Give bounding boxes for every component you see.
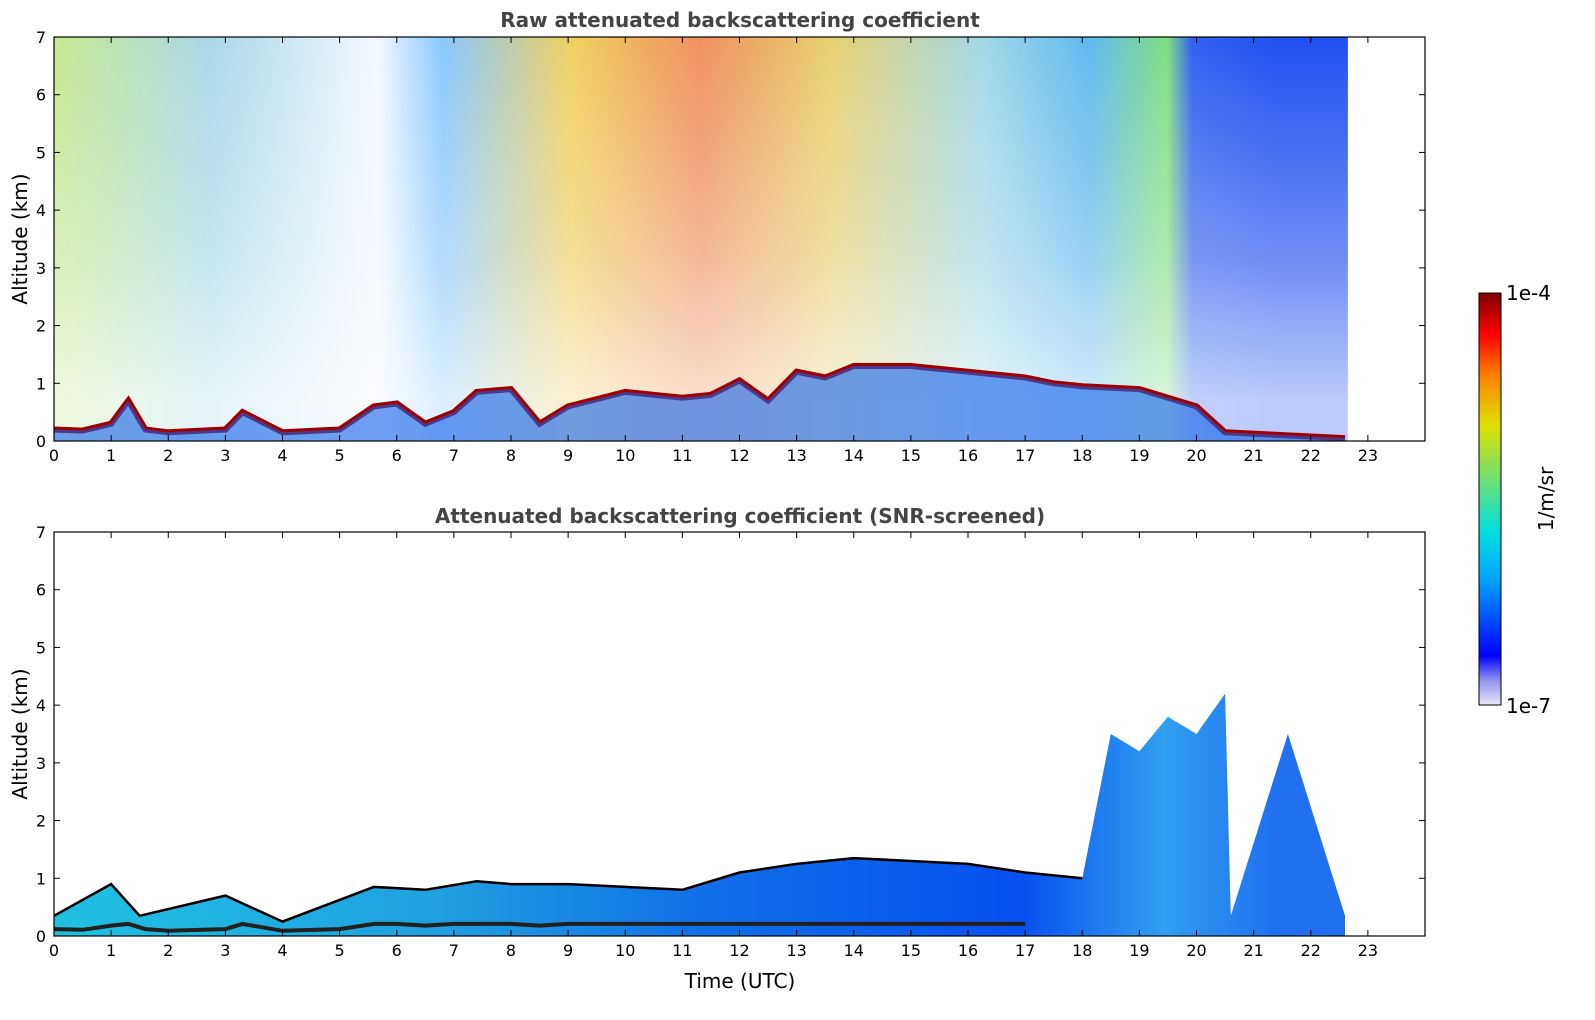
x-tick-label: 13 — [786, 446, 806, 465]
y-tick-label: 3 — [36, 754, 46, 773]
y-tick-label: 0 — [36, 432, 46, 451]
y-tick-label: 6 — [36, 86, 46, 105]
y-tick-label: 7 — [36, 28, 46, 47]
panel-snr-screened: Attenuated backscattering coefficient (S… — [8, 504, 1426, 993]
y-tick-label: 2 — [36, 317, 46, 336]
x-tick-label: 11 — [672, 941, 692, 960]
no-data-region — [1347, 37, 1425, 441]
y-tick-label: 4 — [36, 696, 46, 715]
colorbar-max-label: 1e-4 — [1506, 281, 1551, 305]
x-tick-label: 15 — [901, 941, 921, 960]
panel2-near-surface — [53, 921, 1026, 933]
y-tick-label: 5 — [36, 143, 46, 162]
y-tick-label: 5 — [36, 638, 46, 657]
x-tick-label: 8 — [506, 446, 516, 465]
y-tick-label: 0 — [36, 927, 46, 946]
x-tick-label: 14 — [844, 941, 864, 960]
x-tick-label: 14 — [844, 446, 864, 465]
x-tick-label: 22 — [1301, 446, 1321, 465]
x-tick-label: 21 — [1243, 446, 1263, 465]
x-tick-label: 18 — [1072, 941, 1092, 960]
x-tick-label: 5 — [335, 446, 345, 465]
x-tick-label: 20 — [1186, 446, 1206, 465]
x-tick-label: 19 — [1129, 941, 1149, 960]
x-tick-label: 12 — [729, 446, 749, 465]
panel1-ylabel: Altitude (km) — [8, 173, 32, 304]
x-tick-label: 4 — [277, 941, 287, 960]
colorbar-gradient — [1478, 292, 1502, 706]
x-tick-label: 1 — [106, 941, 116, 960]
x-tick-label: 7 — [449, 941, 459, 960]
x-tick-label: 3 — [220, 941, 230, 960]
x-tick-label: 21 — [1243, 941, 1263, 960]
panel1-x-ticks: 0 1 2 3 4 5 6 7 8 9 10 11 12 13 14 15 16 17 18 19 20 21 22 23 — [49, 37, 1378, 465]
x-tick-label: 2 — [163, 446, 173, 465]
y-tick-label: 1 — [36, 869, 46, 888]
x-tick-label: 22 — [1301, 941, 1321, 960]
x-tick-label: 6 — [392, 941, 402, 960]
x-tick-label: 6 — [392, 446, 402, 465]
x-tick-label: 17 — [1015, 446, 1035, 465]
y-tick-label: 1 — [36, 374, 46, 393]
y-tick-label: 3 — [36, 259, 46, 278]
panel2-signal-top — [53, 856, 1083, 923]
colorbar-unit-label: 1/m/sr — [1534, 466, 1558, 531]
x-tick-label: 12 — [729, 941, 749, 960]
x-tick-label: 11 — [672, 446, 692, 465]
x-tick-label: 4 — [277, 446, 287, 465]
panel2-xlabel: Time (UTC) — [684, 969, 796, 993]
y-tick-label: 7 — [36, 523, 46, 542]
panel2-y-ticks: 0 1 2 3 4 5 6 7 — [36, 523, 1425, 946]
panel2-heatmap — [53, 693, 1345, 936]
panel2-ylabel: Altitude (km) — [8, 668, 32, 799]
x-tick-label: 0 — [49, 941, 59, 960]
x-tick-label: 23 — [1358, 446, 1378, 465]
panel1-heatmap — [53, 37, 1425, 442]
y-tick-label: 4 — [36, 201, 46, 220]
colorbar: 1e-4 1e-7 1/m/sr — [1478, 281, 1558, 718]
panel2-signal-area — [54, 693, 1345, 936]
x-tick-label: 3 — [220, 446, 230, 465]
x-tick-label: 18 — [1072, 446, 1092, 465]
x-tick-label: 23 — [1358, 941, 1378, 960]
x-tick-label: 2 — [163, 941, 173, 960]
x-tick-label: 15 — [901, 446, 921, 465]
x-tick-label: 16 — [958, 446, 978, 465]
x-tick-label: 5 — [335, 941, 345, 960]
panel2-x-ticks: 0 1 2 3 4 5 6 7 8 9 10 11 12 13 14 15 16 17 18 19 20 21 22 23 — [49, 532, 1378, 960]
x-tick-label: 1 — [106, 446, 116, 465]
x-tick-label: 19 — [1129, 446, 1149, 465]
colorbar-min-label: 1e-7 — [1506, 694, 1551, 718]
x-tick-label: 7 — [449, 446, 459, 465]
x-tick-label: 9 — [563, 446, 573, 465]
y-tick-label: 2 — [36, 812, 46, 831]
x-tick-label: 16 — [958, 941, 978, 960]
x-tick-label: 10 — [615, 941, 635, 960]
panel2-title: Attenuated backscattering coefficient (S… — [435, 504, 1045, 528]
x-tick-label: 9 — [563, 941, 573, 960]
x-tick-label: 20 — [1186, 941, 1206, 960]
panel1-title: Raw attenuated backscattering coefficien… — [500, 8, 980, 32]
panel-raw: Raw attenuated backscattering coefficien… — [8, 8, 1426, 465]
x-tick-label: 0 — [49, 446, 59, 465]
panel1-boundary-layer-fill — [54, 366, 1345, 441]
x-tick-label: 13 — [786, 941, 806, 960]
y-tick-label: 6 — [36, 581, 46, 600]
panel1-y-ticks: 0 1 2 3 4 5 6 7 — [36, 28, 1425, 451]
x-tick-label: 17 — [1015, 941, 1035, 960]
x-tick-label: 8 — [506, 941, 516, 960]
x-tick-label: 10 — [615, 446, 635, 465]
panel1-gap-strips — [1347, 37, 1425, 441]
